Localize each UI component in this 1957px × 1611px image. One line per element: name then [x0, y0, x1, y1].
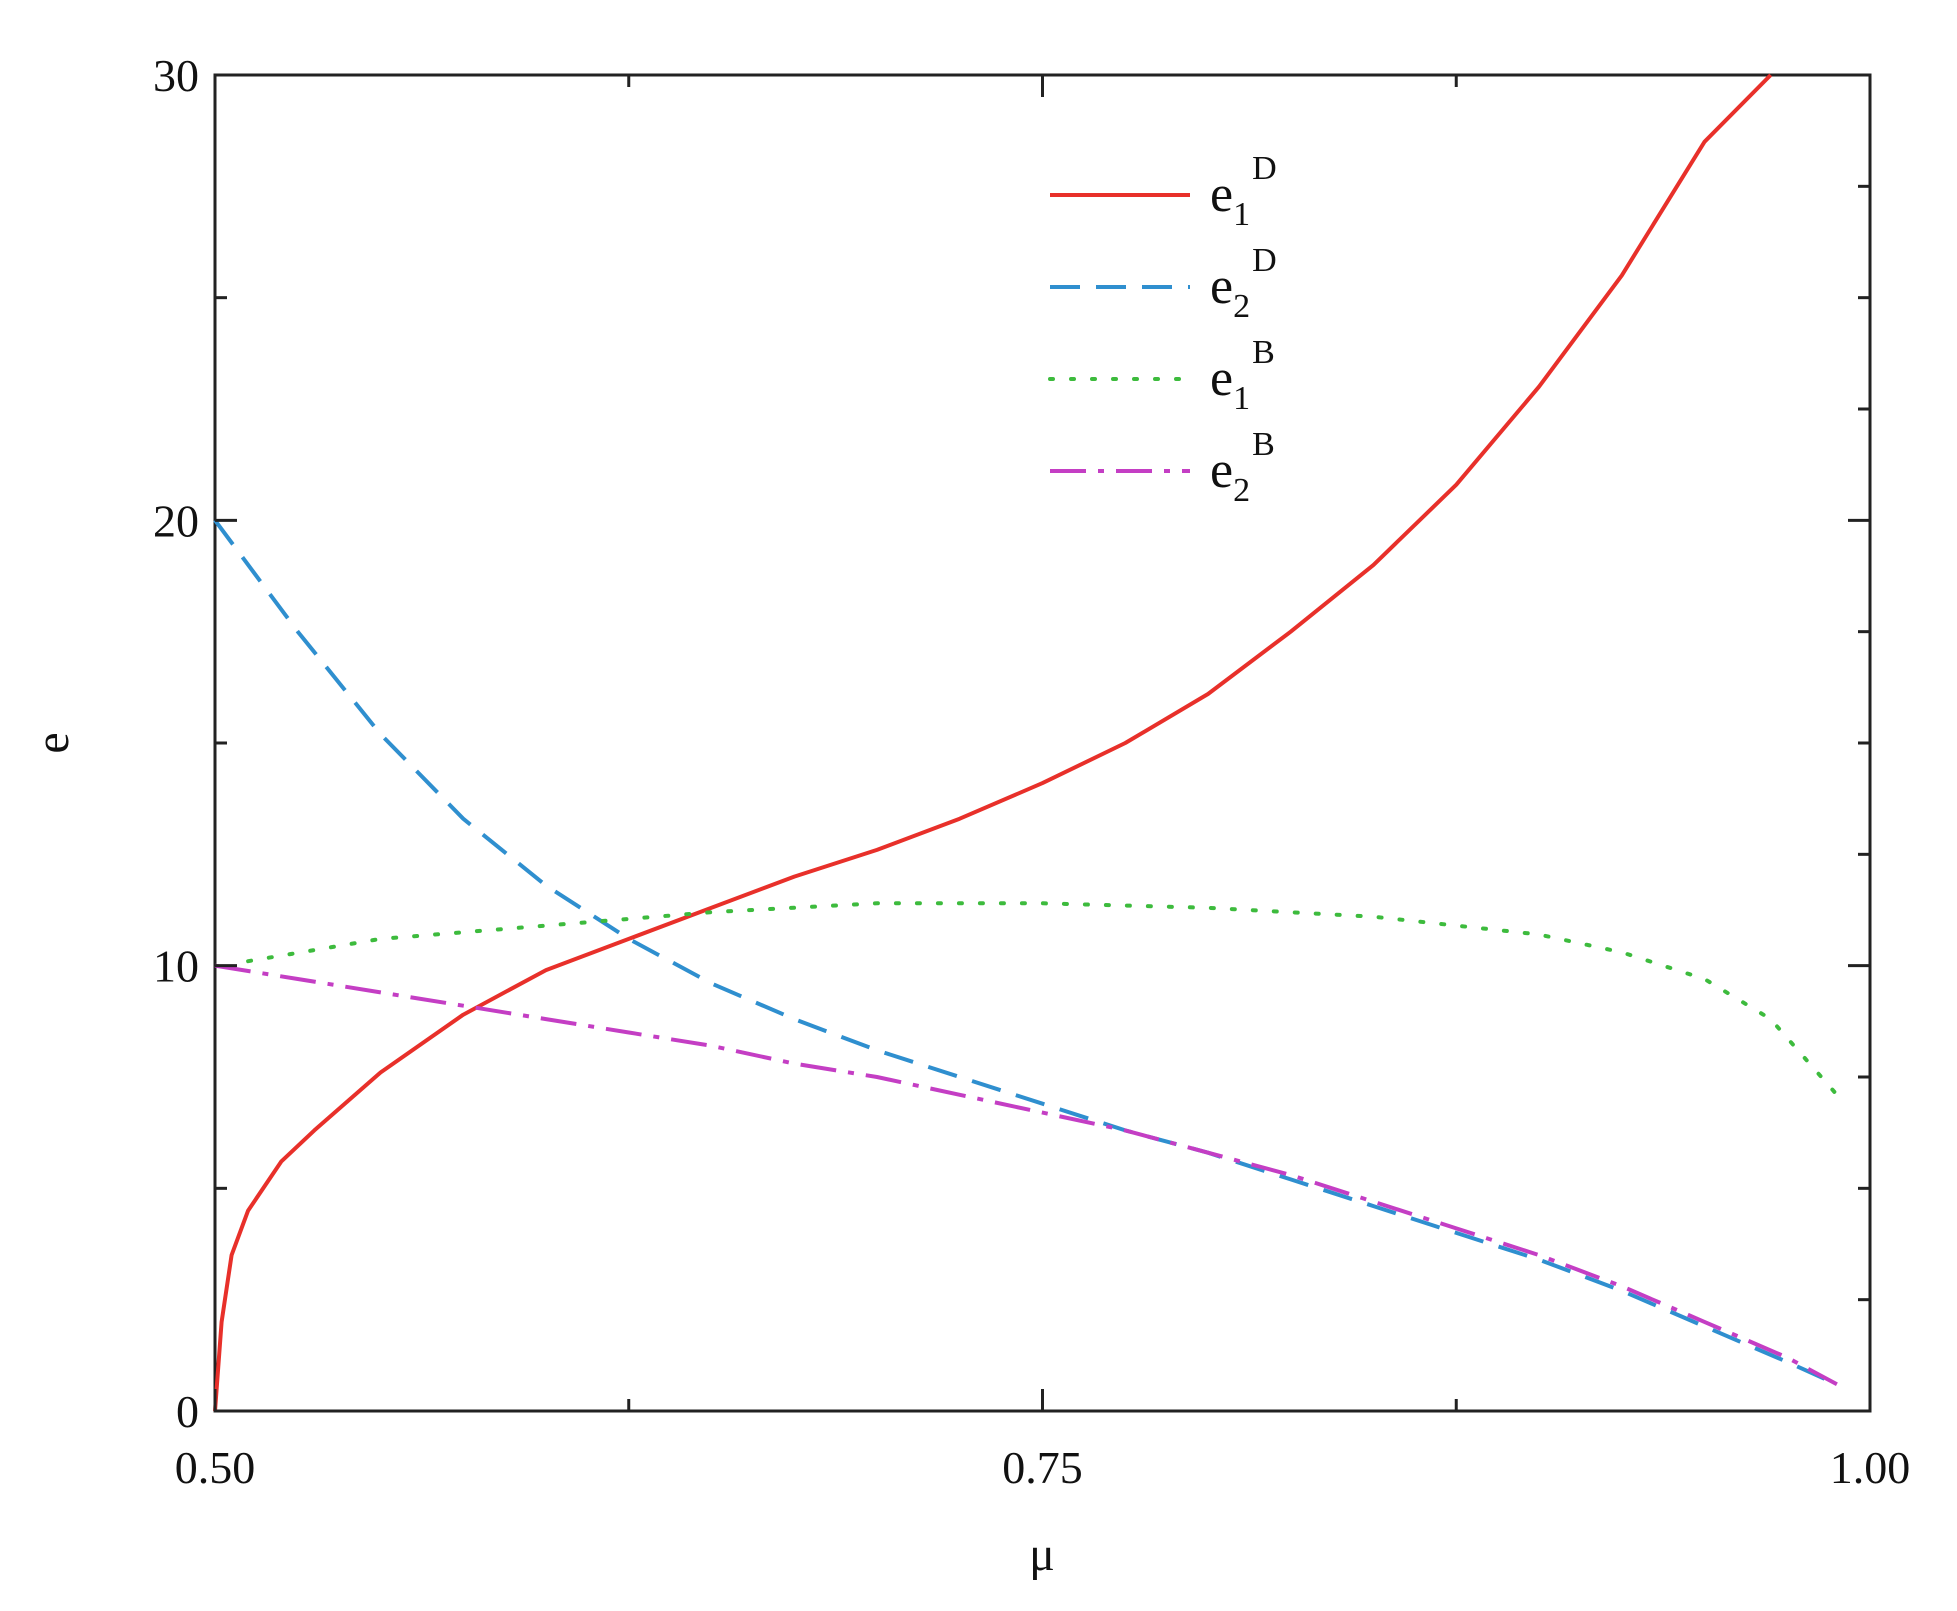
series-line-e1D	[213, 73, 1773, 1412]
y-tick-label: 0	[176, 1386, 199, 1437]
legend-label-sub: 2	[1233, 472, 1250, 509]
legend-label-sup: D	[1252, 242, 1277, 279]
legend-label-sup: B	[1252, 426, 1275, 463]
legend-label-main: e	[1210, 442, 1233, 499]
legend-label-main: e	[1210, 166, 1233, 223]
series-layer	[213, 73, 1839, 1412]
y-tick-label: 30	[153, 50, 199, 101]
series-line-e1B	[246, 901, 1839, 1097]
x-tick-label: 0.50	[175, 1442, 256, 1493]
legend-label-sub: 1	[1233, 380, 1250, 417]
legend-label-main: e	[1210, 350, 1233, 407]
legend-label-sub: 2	[1233, 288, 1250, 325]
series-line-e2D	[213, 519, 1838, 1387]
x-tick-label: 1.00	[1830, 1442, 1911, 1493]
y-tick-label: 10	[153, 941, 199, 992]
ticks-layer	[213, 73, 1872, 1413]
legend-label-e2B: e2B	[1210, 426, 1275, 509]
series-line-e2B	[214, 963, 1838, 1387]
plot-area	[213, 73, 1872, 1413]
x-axis-label: μ	[1029, 1528, 1055, 1581]
x-tick-label: 0.75	[1002, 1442, 1083, 1493]
tick-labels: 0.50 0.75 1.00 0 10 20 30	[153, 50, 1910, 1493]
legend-label-sup: D	[1252, 150, 1277, 187]
legend-label-main: e	[1210, 258, 1233, 315]
legend-label-e1D: e1D	[1210, 150, 1277, 233]
legend-label-e1B: e1B	[1210, 334, 1275, 417]
legend-label-sup: B	[1252, 334, 1275, 371]
legend-label-sub: 1	[1233, 196, 1250, 233]
y-axis-label: e	[26, 732, 79, 753]
legend-label-e2D: e2D	[1210, 242, 1277, 325]
y-tick-label: 20	[153, 495, 199, 546]
